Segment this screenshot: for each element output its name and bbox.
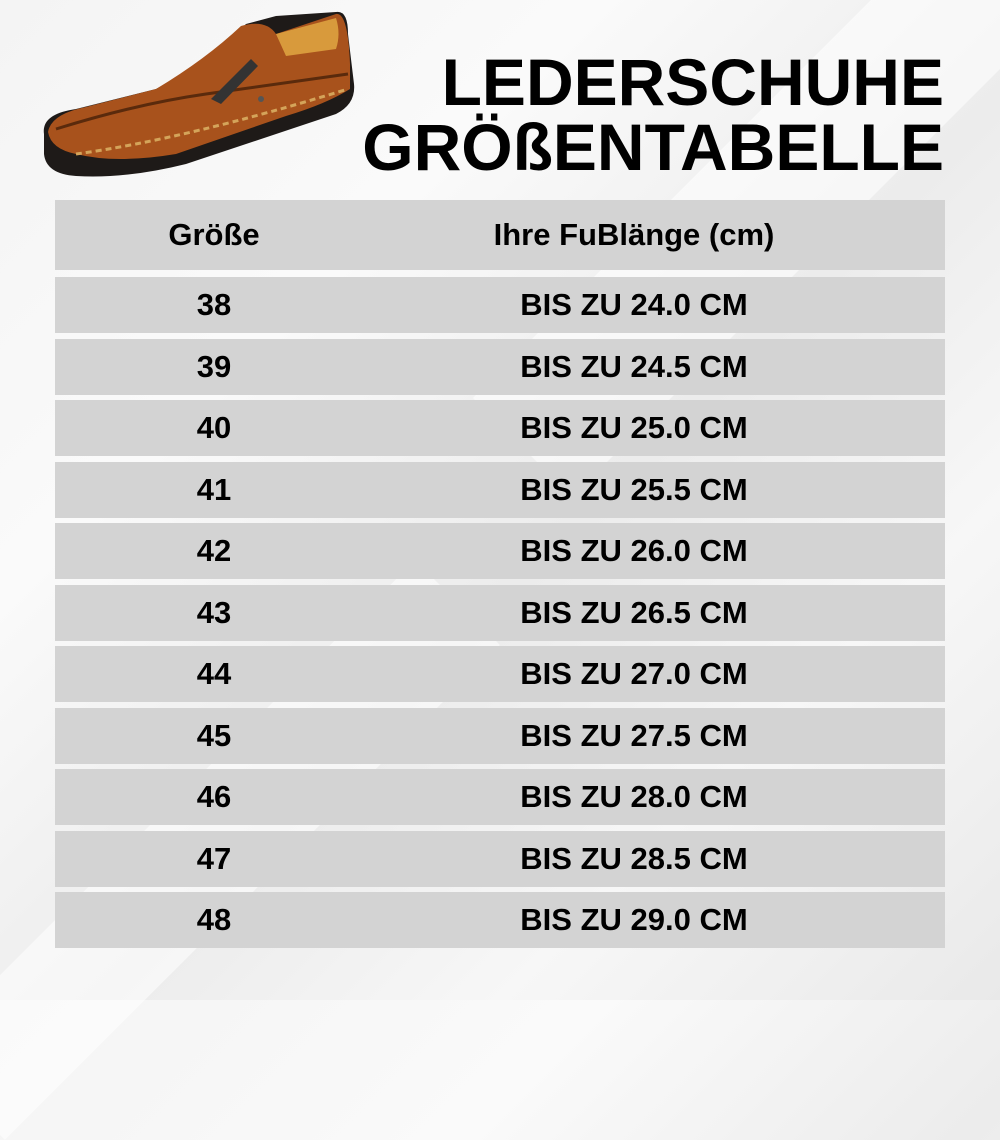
size-cell: 47 — [196, 840, 232, 876]
table-row: 38 BIS ZU 24.0 CM — [55, 277, 945, 333]
size-cell: 43 — [196, 594, 232, 630]
table-row: 47 BIS ZU 28.5 CM — [55, 830, 945, 887]
size-cell: 41 — [196, 471, 232, 507]
table-row: 41 BIS ZU 25.5 CM — [55, 461, 945, 518]
length-cell: BIS ZU 27.0 CM — [520, 656, 748, 691]
size-cell: 42 — [196, 533, 232, 568]
length-cell: BIS ZU 26.5 CM — [520, 594, 748, 630]
size-cell: 46 — [196, 779, 232, 814]
length-cell: BIS ZU 28.0 CM — [520, 779, 748, 814]
size-cell: 45 — [196, 717, 232, 753]
table-row: 43 BIS ZU 26.5 CM — [55, 584, 945, 641]
table-row: 44 BIS ZU 27.0 CM — [55, 646, 945, 702]
header-foot-length: Ihre FuBlänge (cm) — [493, 217, 775, 252]
length-cell: BIS ZU 25.0 CM — [520, 410, 748, 445]
table-row: 48 BIS ZU 29.0 CM — [55, 892, 945, 948]
size-cell: 44 — [196, 656, 232, 691]
length-cell: BIS ZU 25.5 CM — [520, 471, 748, 507]
table-row: 45 BIS ZU 27.5 CM — [55, 707, 945, 764]
length-cell: BIS ZU 27.5 CM — [520, 717, 748, 753]
length-cell: BIS ZU 24.0 CM — [520, 287, 748, 322]
table-row: 39 BIS ZU 24.5 CM — [55, 338, 945, 395]
table-header: Größe Ihre FuBlänge (cm) — [55, 200, 945, 270]
length-cell: BIS ZU 29.0 CM — [520, 902, 748, 937]
size-table: Größe Ihre FuBlänge (cm) 38 BIS ZU 24.0 C… — [55, 200, 945, 954]
table-row: 46 BIS ZU 28.0 CM — [55, 769, 945, 825]
table-row: 40 BIS ZU 25.0 CM — [55, 400, 945, 456]
size-cell: 39 — [196, 348, 232, 384]
title-line-1: LEDERSCHUHE — [441, 45, 944, 119]
table-row: 42 BIS ZU 26.0 CM — [55, 523, 945, 579]
size-cell: 48 — [196, 902, 232, 937]
length-cell: BIS ZU 26.0 CM — [520, 533, 748, 568]
size-cell: 40 — [196, 410, 232, 445]
title-line-2: GRÖßENTABELLE — [362, 110, 944, 184]
page-title: LEDERSCHUHE GRÖßENTABELLE — [362, 45, 944, 184]
length-cell: BIS ZU 24.5 CM — [520, 348, 748, 384]
size-cell: 38 — [196, 287, 232, 322]
header-size: Größe — [168, 217, 260, 252]
shoe-image — [43, 11, 355, 177]
length-cell: BIS ZU 28.5 CM — [520, 840, 748, 876]
